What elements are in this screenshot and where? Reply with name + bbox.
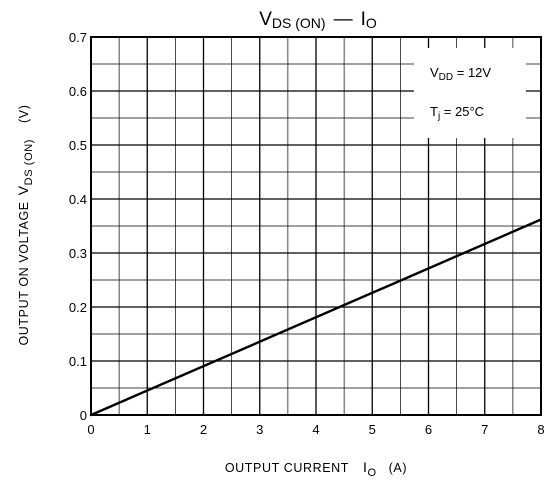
x-tick-label: 0 (87, 422, 94, 437)
series-line (89, 218, 543, 417)
title-dash: — (334, 9, 353, 30)
plot-frame (90, 36, 542, 416)
grid-major (91, 37, 541, 415)
annotation-box (414, 48, 526, 138)
y-tick-label: 0.5 (69, 138, 87, 153)
x-tick-label: 2 (200, 422, 207, 437)
title-subscript: DS (ON) (272, 15, 326, 31)
x-axis-label: OUTPUT CURRENT IO (A) (225, 459, 407, 479)
x-tick-labels: 0 1 2 3 4 5 6 7 8 (87, 422, 544, 437)
y-tick-labels: 0 0.1 0.2 0.3 0.4 0.5 0.6 0.7 (69, 30, 87, 423)
title-symbol-2: I (361, 9, 366, 30)
y-tick-label: 0.2 (69, 300, 87, 315)
y-tick-label: 0.1 (69, 354, 87, 369)
annotation-tj: Tj = 25°C (430, 104, 484, 122)
y-tick-label: 0.4 (69, 192, 87, 207)
y-tick-label: 0.3 (69, 246, 87, 261)
title-symbol: V (259, 9, 272, 30)
y-tick-label: 0.6 (69, 84, 87, 99)
x-tick-label: 1 (144, 422, 151, 437)
chart-title: VDS (ON) — IO (259, 9, 377, 31)
series-group (89, 218, 543, 417)
y-axis-label: OUTPUT ON VOLTAGEVDS (ON)(V) (15, 104, 35, 345)
title-subscript-2: O (366, 15, 377, 31)
annotation-vdd: VDD = 12V (430, 65, 491, 83)
x-tick-label: 7 (481, 422, 488, 437)
x-tick-label: 5 (369, 422, 376, 437)
x-tick-label: 4 (312, 422, 319, 437)
y-tick-label: 0.7 (69, 30, 87, 45)
y-tick-label: 0 (80, 408, 87, 423)
x-tick-label: 8 (537, 422, 544, 437)
x-tick-label: 6 (425, 422, 432, 437)
x-tick-label: 3 (256, 422, 263, 437)
